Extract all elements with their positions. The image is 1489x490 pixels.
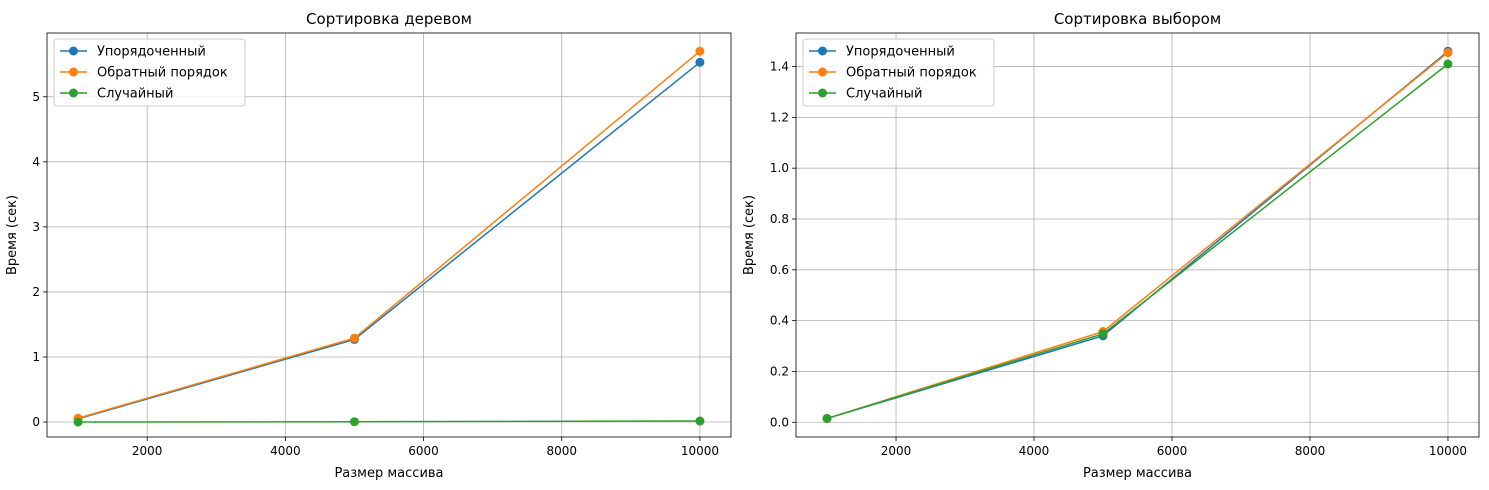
series-line-2	[826, 51, 1449, 420]
data-point	[73, 417, 83, 427]
x-axis-label: Размер массива	[334, 466, 443, 481]
legend-box	[802, 38, 995, 107]
x-tick-label: 2000	[132, 444, 163, 458]
axes-frame	[46, 32, 732, 438]
x-tick-label: 2000	[881, 444, 912, 458]
x-tick-label: 6000	[1157, 444, 1188, 458]
y-tick-label: 0	[32, 415, 40, 429]
x-tick-label: 8000	[1295, 444, 1326, 458]
data-point	[695, 57, 705, 67]
x-tick-label: 4000	[270, 444, 301, 458]
x-tick-label: 4000	[1019, 444, 1050, 458]
legend-marker	[69, 67, 78, 77]
data-point	[1443, 59, 1453, 69]
legend-entry: Случайный	[846, 87, 922, 102]
x-tick-label: 6000	[408, 444, 439, 458]
data-point	[349, 333, 359, 343]
y-tick-label: 3	[32, 220, 40, 234]
y-tick-label: 0.8	[770, 212, 789, 226]
legend-marker	[818, 46, 827, 56]
chart-2: 2000 4000 6000 8000 10000 0.0 0.2 0.4 0.6 0.8 1.0 1…	[742, 10, 1480, 481]
chart-1: 2000 4000 6000 8000 10000 0 1 2 3 4 5 Сортировка де…	[5, 10, 732, 481]
legend-marker	[818, 88, 827, 98]
series-line-1	[77, 61, 701, 420]
x-axis-label: Размер массива	[1083, 466, 1192, 481]
x-tick-label: 10000	[1429, 444, 1467, 458]
legend-entry: Обратный порядок	[846, 66, 977, 81]
data-point	[695, 46, 705, 56]
y-tick-label: 0.0	[770, 415, 789, 429]
y-tick-label: 0.2	[770, 364, 789, 378]
x-tick-label: 8000	[546, 444, 577, 458]
legend-marker	[69, 88, 78, 98]
legend-box	[53, 38, 246, 107]
legend-entry: Упорядоченный	[846, 45, 955, 60]
y-tick-label: 1	[32, 350, 40, 364]
data-point	[695, 416, 705, 426]
legend: Упорядоченный Обратный порядок Случайный	[802, 38, 995, 107]
legend: Упорядоченный Обратный порядок Случайный	[53, 38, 246, 107]
legend-entry: Упорядоченный	[97, 45, 206, 60]
chart-title: Сортировка выбором	[1054, 10, 1221, 28]
data-point	[1098, 329, 1108, 339]
y-tick-label: 1.0	[770, 161, 789, 175]
y-tick-label: 4	[32, 155, 40, 169]
y-tick-label: 1.2	[770, 110, 789, 124]
y-tick-label: 0.6	[770, 263, 789, 277]
data-point	[349, 417, 359, 427]
data-point	[1443, 48, 1453, 58]
y-tick-label: 0.4	[770, 314, 789, 328]
legend-entry: Случайный	[97, 87, 173, 102]
y-axis-label: Время (сек)	[5, 195, 20, 275]
x-tick-label: 10000	[681, 444, 719, 458]
y-tick-label: 5	[32, 90, 40, 104]
legend-marker	[69, 46, 78, 56]
legend-entry: Обратный порядок	[97, 66, 228, 81]
data-point	[822, 413, 832, 423]
axes-frame	[795, 32, 1480, 438]
chart-title: Сортировка деревом	[306, 10, 472, 28]
y-tick-label: 2	[32, 285, 40, 299]
series-line-3	[78, 420, 700, 423]
y-tick-label: 1.4	[770, 60, 789, 74]
y-axis-label: Время (сек)	[742, 195, 757, 275]
legend-marker	[818, 67, 827, 77]
